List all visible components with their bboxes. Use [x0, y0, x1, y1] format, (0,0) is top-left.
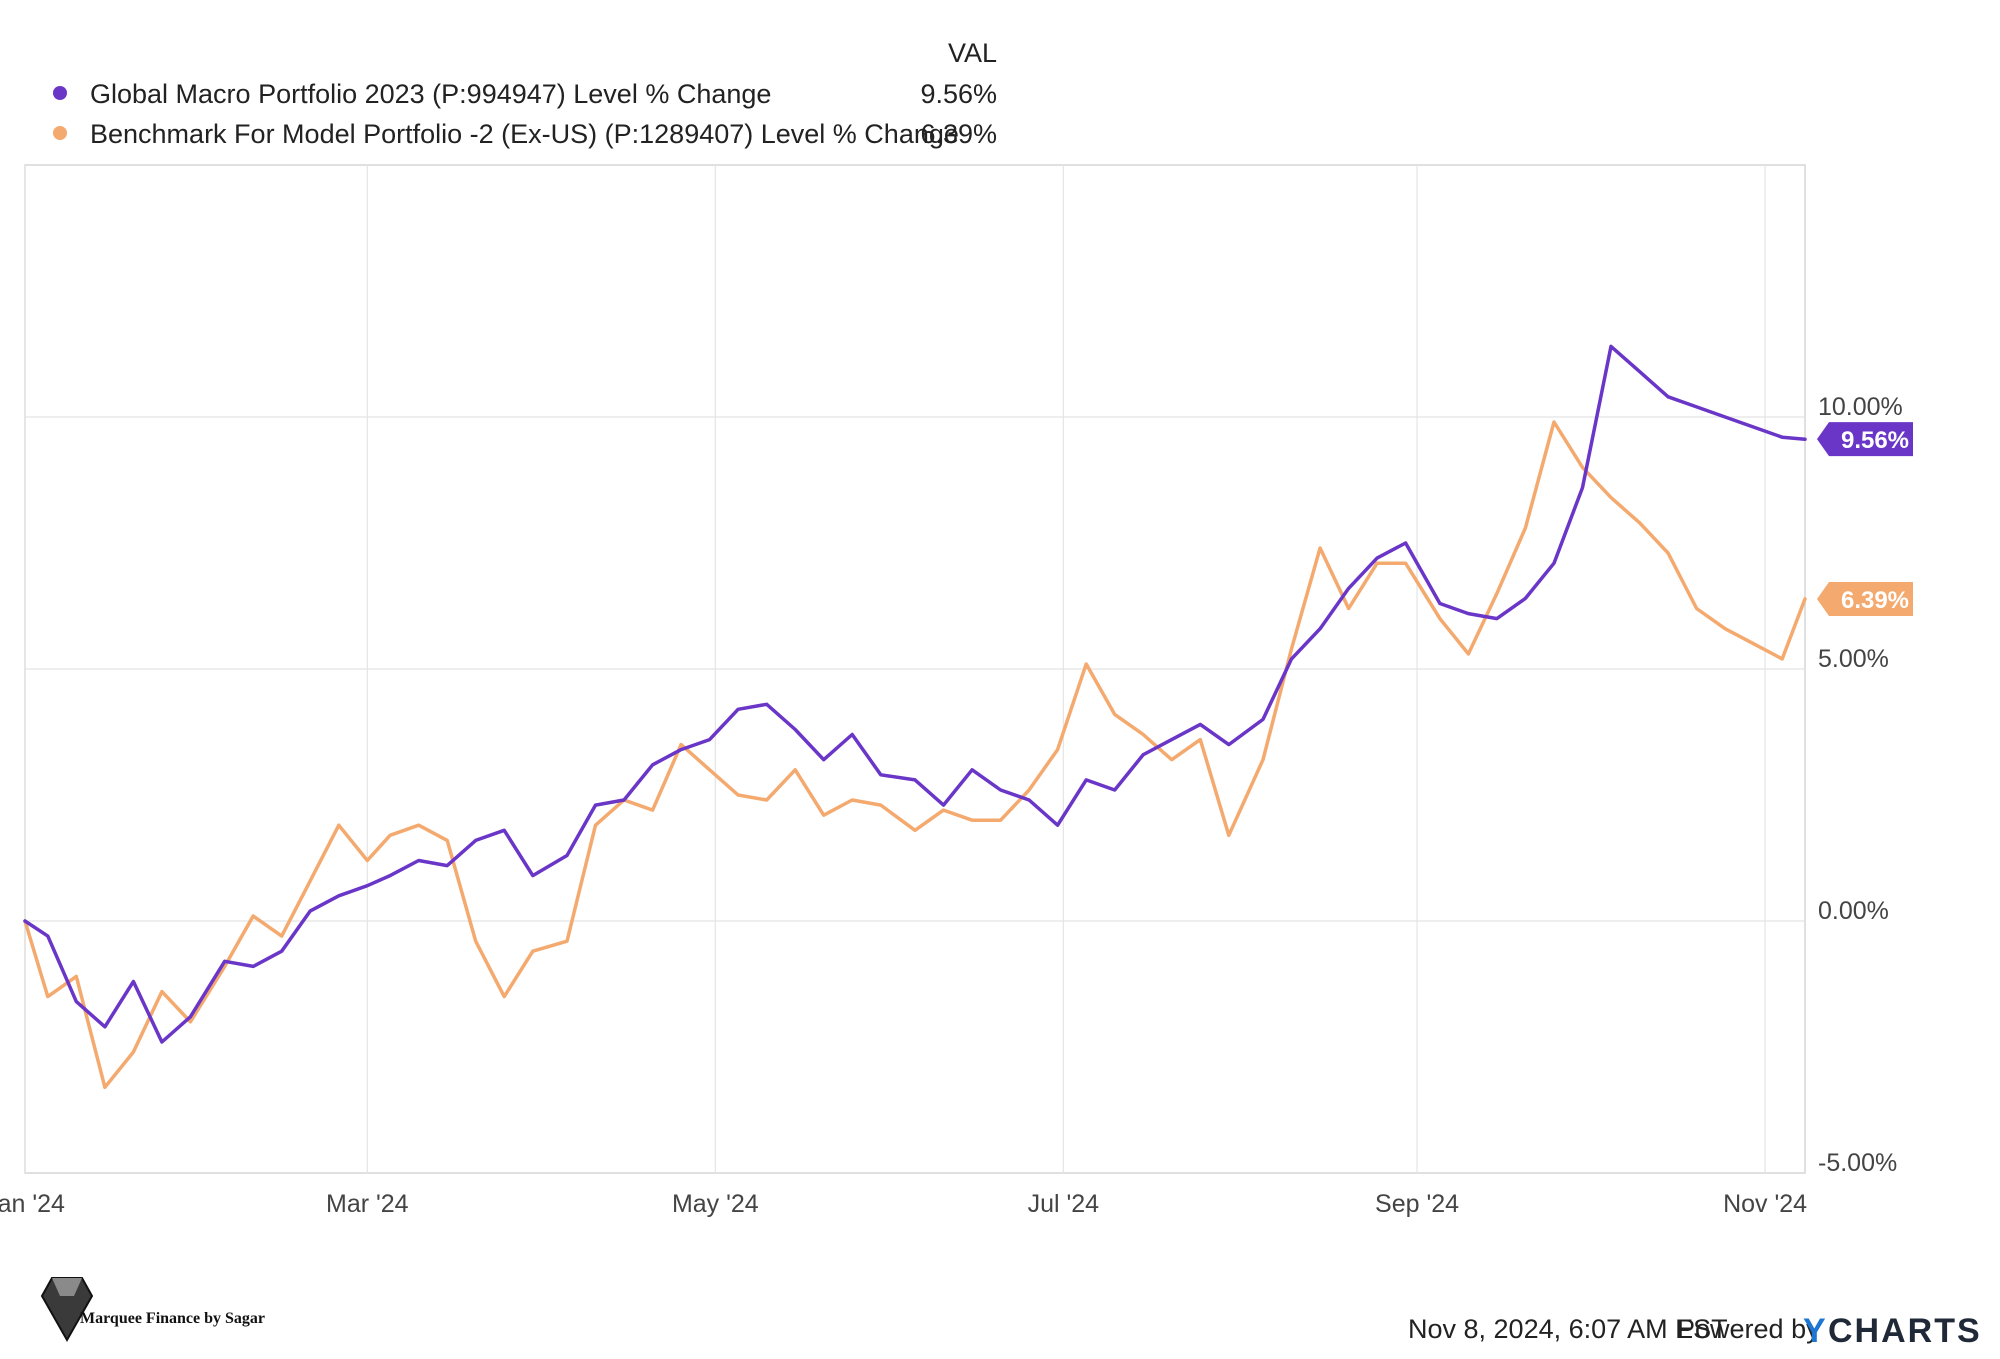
marquee-logo: Marquee Finance by Sagar [40, 1277, 265, 1343]
x-tick-label: Mar '24 [326, 1190, 409, 1218]
value-tag-series-2 [1817, 581, 1913, 616]
x-tick-label: Jul '24 [1028, 1190, 1100, 1218]
x-tick-label: May '24 [672, 1190, 759, 1218]
ycharts-logo-y: Y [1803, 1312, 1828, 1350]
series-lines [23, 344, 1807, 1090]
legend-value-series-2: 6.39% [920, 119, 997, 149]
value-tag-label: 6.39% [1841, 587, 1909, 614]
series-line-1 [23, 344, 1807, 1044]
powered-by: Powered by [1677, 1314, 1820, 1344]
legend-header: VAL [948, 38, 997, 68]
x-tick-label: Nov '24 [1723, 1190, 1807, 1218]
y-tick-label: 5.00% [1818, 645, 1889, 673]
grid [24, 165, 1805, 1173]
y-tick-label: 0.00% [1818, 897, 1889, 925]
y-tick-label: 10.00% [1818, 393, 1903, 421]
legend-label-series-1: Global Macro Portfolio 2023 (P:994947) L… [90, 79, 771, 109]
logo-text: Marquee Finance by Sagar [80, 1310, 265, 1327]
value-tag-label: 9.56% [1841, 427, 1909, 454]
y-axis: 10.00% 5.00% 0.00% -5.00% [1818, 393, 1903, 1177]
x-axis: Jan '24 Mar '24 May '24 Jul '24 Sep '24 Nov '… [0, 1190, 1807, 1218]
value-tags: 9.56% 6.39% [1817, 422, 1913, 616]
legend-marker-series-2 [53, 126, 67, 140]
legend: VAL Global Macro Portfolio 2023 (P:99494… [53, 38, 997, 149]
legend-value-series-1: 9.56% [920, 79, 997, 109]
y-tick-label: -5.00% [1818, 1149, 1897, 1177]
x-tick-label: Sep '24 [1375, 1190, 1459, 1218]
legend-marker-series-1 [53, 86, 67, 100]
ycharts-logo-text: CHARTS [1828, 1312, 1982, 1350]
timestamp: Nov 8, 2024, 6:07 AM EST [1408, 1314, 1728, 1344]
legend-label-series-2: Benchmark For Model Portfolio -2 (Ex-US)… [90, 119, 959, 149]
value-tag-series-1 [1817, 422, 1913, 457]
series-line-2 [23, 420, 1807, 1090]
diamond-facet [52, 1278, 82, 1296]
x-tick-label: Jan '24 [0, 1190, 65, 1218]
